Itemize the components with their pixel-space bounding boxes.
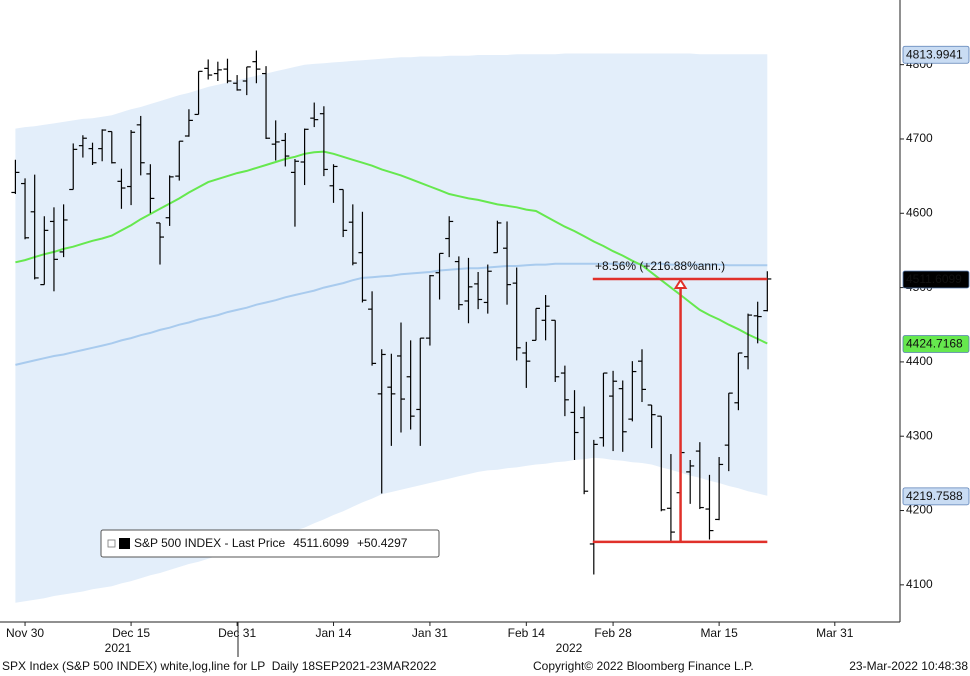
- footer-right: 23-Mar-2022 10:48:38: [849, 659, 968, 673]
- y-tick-label: 4200: [906, 503, 933, 517]
- legend-series-name: S&P 500 INDEX - Last Price: [134, 536, 286, 550]
- legend-box: [100, 529, 440, 558]
- legend-change: +50.4297: [357, 536, 408, 550]
- year-label: 2021: [105, 641, 132, 655]
- y-tick-label: 4400: [906, 354, 933, 368]
- band-upper-label: 4813.9941: [906, 47, 963, 61]
- moving-average-line: [15, 262, 768, 366]
- moving-average-label: 4424.7168: [906, 337, 963, 351]
- legend-toggle: [107, 539, 116, 548]
- x-tick-label: Mar 31: [816, 626, 854, 640]
- legend-last-price: 4511.6099: [293, 536, 349, 550]
- last-price-label-box: [902, 270, 970, 289]
- annotation-arrow-head: [673, 278, 688, 289]
- y-tick-label: 4300: [906, 428, 933, 442]
- annotation-text: +8.56% (+216.88%ann.): [595, 259, 725, 273]
- x-tick-label: Mar 15: [700, 626, 738, 640]
- plot-area: [11, 50, 772, 603]
- footer-center: Copyright© 2022 Bloomberg Finance L.P.: [533, 659, 754, 673]
- band-lower-label: 4219.7588: [906, 489, 963, 503]
- x-tick-label: Jan 31: [412, 626, 448, 640]
- year-label: 2022: [556, 641, 583, 655]
- x-tick-label: Nov 30: [6, 626, 44, 640]
- legend-swatch: [119, 538, 130, 549]
- band-upper-label-box: [902, 45, 970, 64]
- x-tick-label: Dec 31: [218, 626, 256, 640]
- y-tick-label: 4100: [906, 577, 933, 591]
- x-tick-label: Feb 28: [594, 626, 632, 640]
- moving-average-line: [15, 150, 768, 345]
- x-tick-label: Dec 15: [112, 626, 150, 640]
- x-tick-label: Feb 14: [508, 626, 546, 640]
- footer-left: SPX Index (S&P 500 INDEX) white,log,line…: [2, 659, 437, 673]
- legend-entry: S&P 500 INDEX - Last Price 4511.6099 +50.4…: [134, 536, 408, 550]
- band-lower-label-box: [902, 487, 970, 506]
- band-area: [15, 53, 768, 603]
- y-tick-label: 4600: [906, 205, 933, 219]
- last-price-label: 4511.6099: [906, 272, 962, 286]
- y-tick-label: 4700: [906, 131, 933, 145]
- moving-average-label-box: [902, 335, 970, 353]
- x-tick-label: Jan 14: [316, 626, 352, 640]
